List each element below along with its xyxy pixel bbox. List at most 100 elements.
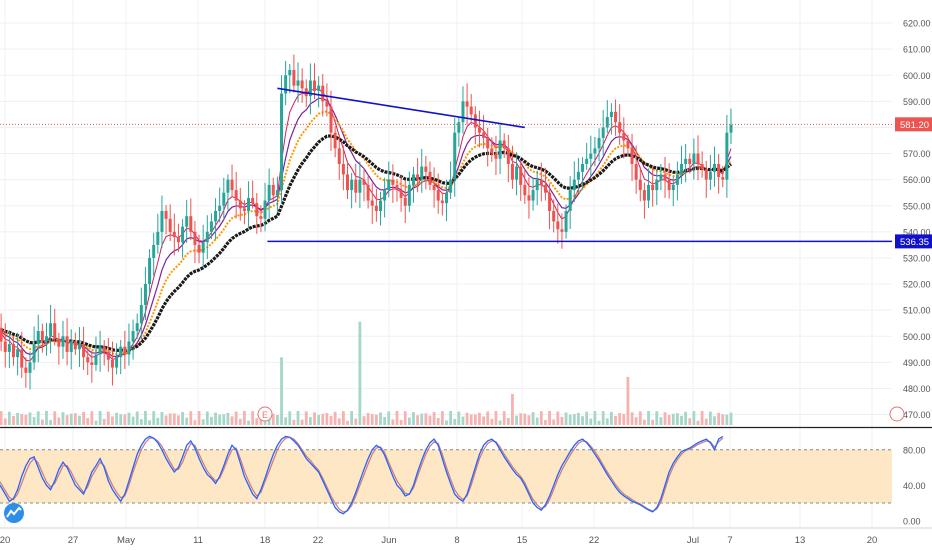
candle-body — [28, 362, 32, 373]
volume-bar — [214, 412, 217, 425]
volume-bar — [226, 412, 230, 425]
candle-body — [482, 132, 486, 138]
volume-bar — [119, 414, 123, 425]
volume-bar — [98, 411, 102, 425]
volume-bar — [560, 416, 564, 425]
volume-bar — [354, 418, 358, 425]
candle-body — [560, 229, 564, 232]
candle-body — [69, 341, 73, 352]
candle-body — [255, 203, 259, 217]
candle-body — [57, 338, 61, 347]
price-axis[interactable]: 620.00610.00600.00590.00580.00570.00560.… — [903, 19, 931, 421]
volume-bar — [486, 411, 490, 425]
earnings-marker[interactable]: E — [257, 406, 273, 422]
volume-bar — [222, 414, 226, 425]
candle-body — [77, 344, 81, 350]
candle-body — [94, 354, 98, 365]
candle-body — [432, 184, 436, 191]
volume-bar — [73, 413, 77, 425]
volume-bar — [638, 411, 642, 425]
candle-body — [515, 166, 519, 180]
earnings-letter: E — [262, 410, 268, 420]
candle-body — [127, 341, 131, 355]
volume-bar — [494, 411, 498, 425]
time-tick-label: 20 — [0, 535, 10, 546]
candle-body — [622, 132, 626, 141]
candle-body — [605, 117, 609, 128]
candle-body — [164, 210, 168, 219]
volume-bar — [61, 412, 65, 425]
earnings-icon[interactable] — [257, 406, 273, 422]
volume-bar — [7, 411, 11, 425]
volume-bar — [399, 420, 403, 425]
candle-body — [296, 80, 300, 86]
volume-bar — [271, 413, 275, 425]
volume-bar — [230, 416, 234, 425]
volume-bar — [135, 411, 139, 425]
candle-body — [139, 304, 143, 324]
volume-bar — [78, 415, 81, 425]
candle-body — [675, 174, 679, 185]
candle-body — [552, 210, 556, 222]
candle-body — [717, 163, 721, 178]
time-tick-label: 18 — [260, 535, 271, 546]
volume-bar — [482, 416, 485, 425]
volume-bar — [387, 411, 391, 425]
candle-body — [259, 216, 263, 219]
volume-bar — [684, 411, 688, 425]
candle-body — [300, 80, 304, 89]
candle-body — [110, 359, 114, 368]
candle-body — [148, 257, 152, 285]
volume-bar — [449, 411, 452, 425]
candle-body — [201, 242, 205, 253]
volume-bar — [185, 417, 189, 425]
volume-bar — [721, 414, 725, 425]
volume-bar — [416, 415, 420, 425]
candle-body — [440, 200, 444, 204]
time-axis[interactable]: 20 27 May 11 18 22 Jun 8 15 22 Jul 7 13 20 — [0, 527, 932, 546]
candle-body — [123, 346, 127, 355]
volume-bar — [201, 419, 205, 425]
price-tick-label: 600.00 — [903, 71, 931, 81]
volume-bar — [82, 411, 85, 425]
candle-body — [477, 127, 481, 133]
candle-body — [564, 210, 568, 232]
volume-bar — [115, 412, 118, 425]
volume-bar — [688, 418, 692, 425]
volume-bar — [16, 413, 20, 425]
resistance-trendline[interactable] — [277, 87, 525, 129]
price-tick-label: 560.00 — [903, 175, 931, 185]
stoch-tick-label: 40.00 — [903, 481, 926, 491]
candle-body — [548, 192, 552, 211]
volume-bar — [28, 412, 32, 425]
candle-body — [350, 179, 354, 191]
price-tick-label: 550.00 — [903, 201, 931, 211]
candle-body — [189, 216, 193, 232]
volume-bar — [502, 411, 506, 425]
volume-bars — [0, 321, 733, 425]
candle-body — [601, 127, 605, 138]
candle-body — [214, 210, 218, 222]
event-icon[interactable] — [889, 406, 905, 422]
volume-bar — [325, 413, 329, 425]
candle-body — [362, 179, 366, 185]
volume-bar — [626, 376, 630, 425]
volume-bar — [511, 393, 514, 425]
tradingview-logo[interactable] — [4, 503, 24, 523]
volume-bar — [469, 414, 473, 425]
volume-bar — [160, 412, 164, 425]
candle-body — [16, 349, 20, 358]
volume-bar — [90, 411, 94, 425]
time-tick-label: 27 — [68, 535, 79, 546]
earnings-marker-right[interactable] — [889, 406, 905, 422]
candle-body — [642, 190, 646, 201]
candle-body — [391, 179, 395, 185]
candle-body — [358, 179, 362, 193]
volume-bar — [337, 418, 341, 425]
candle-body — [688, 158, 692, 164]
volume-bar — [572, 414, 576, 425]
volume-bar — [57, 417, 61, 425]
volume-bar — [663, 412, 667, 425]
volume-bar — [106, 411, 110, 425]
